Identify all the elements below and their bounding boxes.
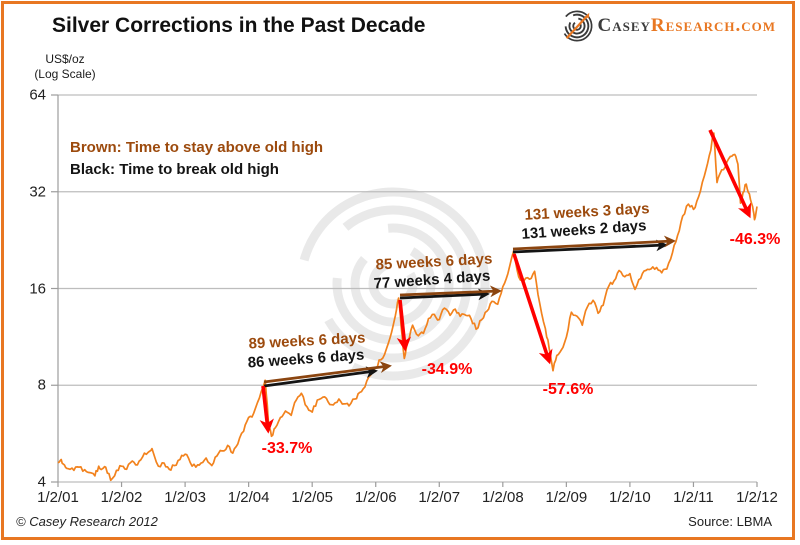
x-tick-label: 1/2/11	[673, 489, 714, 506]
y-axis-unit-label: US$/oz	[45, 52, 85, 66]
span-arrow-black	[399, 288, 490, 301]
correction-arrow	[708, 129, 752, 219]
x-tick-label: 1/2/01	[37, 489, 79, 506]
y-tick-label: 4	[37, 473, 46, 491]
logo-text: CaseyResearch.com	[598, 15, 777, 37]
x-tick-label: 1/2/06	[354, 489, 397, 506]
correction-percentage-label: -34.9%	[421, 361, 473, 378]
casey-spiral-icon	[561, 10, 592, 42]
span-arrow-black	[263, 366, 378, 388]
correction-percentage-label: -57.6%	[542, 381, 594, 398]
x-tick-label: 1/2/02	[100, 489, 143, 506]
span-arrow-brown	[399, 285, 502, 298]
span-arrow-brown	[263, 361, 392, 384]
legend-black: Black: Time to break old high	[70, 161, 279, 178]
silver-price-line	[57, 132, 758, 482]
correction-percentage-label: -33.7%	[261, 440, 313, 457]
y-axis-scale-note: (Log Scale)	[34, 67, 96, 81]
source-note: Source: LBMA	[688, 514, 772, 529]
x-tick-label: 1/2/08	[481, 489, 524, 506]
correction-arrow	[512, 253, 553, 365]
casey-research-logo: CaseyResearch.com	[560, 9, 777, 43]
span-arrow-black	[512, 239, 668, 254]
gridlines	[51, 94, 758, 487]
logo-casey-text: Casey	[597, 15, 651, 36]
correction-arrow	[396, 299, 412, 352]
x-tick-label: 1/2/10	[609, 489, 651, 506]
x-tick-label: 1/2/07	[418, 489, 461, 506]
y-tick-label: 32	[29, 183, 46, 201]
x-tick-label: 1/2/12	[736, 489, 778, 506]
correction-percentage-label: -46.3%	[729, 231, 781, 248]
chart-title: Silver Corrections in the Past Decade	[52, 14, 426, 37]
span-arrow-brown	[512, 235, 676, 251]
y-tick-label: 8	[37, 376, 46, 394]
logo-research-text: Research.com	[650, 15, 776, 36]
x-tick-label: 1/2/05	[291, 489, 334, 506]
x-tick-label: 1/2/03	[164, 489, 206, 506]
copyright-note: © Casey Research 2012	[16, 514, 158, 529]
legend-brown: Brown: Time to stay above old high	[70, 139, 324, 156]
x-tick-label: 1/2/04	[227, 489, 270, 506]
y-tick-label: 16	[29, 280, 46, 297]
y-tick-label: 64	[29, 86, 46, 104]
correction-arrow	[259, 385, 274, 434]
x-tick-label: 1/2/09	[545, 489, 588, 506]
